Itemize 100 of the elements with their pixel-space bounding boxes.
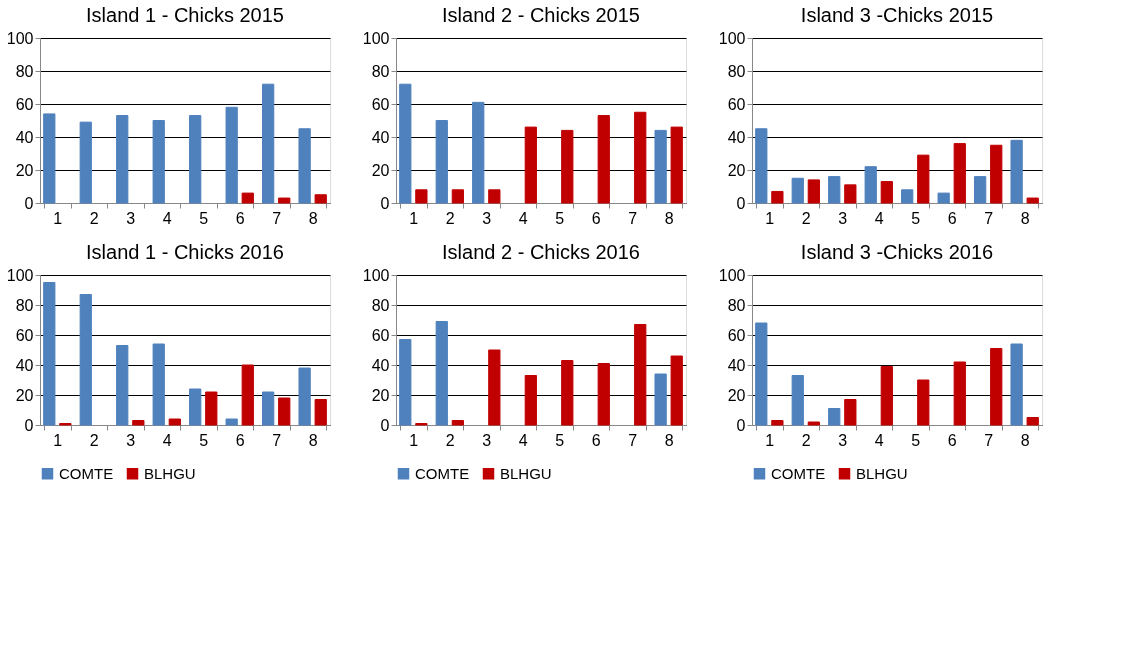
- x-tick-label: 5: [555, 431, 565, 449]
- bar: [1026, 197, 1039, 204]
- x-tick-label: 4: [874, 431, 884, 449]
- bar: [152, 343, 165, 426]
- y-tick-label: 0: [380, 194, 390, 212]
- bar: [597, 363, 610, 426]
- bar: [771, 420, 784, 426]
- bar: [901, 189, 914, 204]
- bar: [755, 128, 768, 204]
- bar: [314, 399, 327, 426]
- chart-title: Island 3 -Chicks 2016: [800, 241, 994, 263]
- bar: [43, 113, 56, 204]
- x-tick-label: 8: [308, 209, 318, 227]
- bar: [828, 176, 841, 204]
- chart-title: Island 2 - Chicks 2015: [442, 4, 640, 26]
- bar: [189, 115, 202, 204]
- y-tick-label: 100: [6, 266, 34, 284]
- y-tick-label: 0: [736, 194, 746, 212]
- bar: [314, 194, 327, 204]
- x-tick-label: 7: [272, 209, 282, 227]
- x-tick-label: 8: [664, 431, 674, 449]
- bar: [937, 192, 950, 204]
- y-tick-label: 100: [718, 29, 746, 47]
- bar: [488, 349, 501, 426]
- y-tick-label: 20: [727, 386, 746, 404]
- x-tick-label: 3: [126, 209, 136, 227]
- y-tick-label: 20: [727, 161, 746, 179]
- bar: [844, 184, 857, 204]
- bar: [755, 322, 768, 426]
- bar: [241, 192, 254, 204]
- bar: [189, 388, 202, 426]
- x-tick-label: 5: [911, 431, 921, 449]
- y-tick-label: 80: [727, 62, 746, 80]
- bar: [132, 420, 145, 426]
- x-tick-label: 6: [947, 209, 957, 227]
- y-tick-label: 100: [362, 266, 390, 284]
- bar: [116, 345, 129, 426]
- x-tick-label: 8: [1020, 431, 1030, 449]
- y-tick-label: 100: [6, 29, 34, 47]
- x-tick-label: 4: [874, 209, 884, 227]
- bar: [524, 375, 537, 426]
- x-tick-label: 1: [765, 431, 775, 449]
- y-tick-label: 0: [736, 416, 746, 434]
- x-tick-label: 3: [482, 209, 492, 227]
- x-tick-label: 7: [272, 431, 282, 449]
- y-tick-label: 100: [362, 29, 390, 47]
- x-tick-label: 1: [53, 209, 63, 227]
- bar: [152, 120, 165, 204]
- legend-label: COMTE: [415, 464, 470, 482]
- bar: [634, 324, 647, 426]
- x-tick-label: 2: [801, 209, 811, 227]
- y-tick-label: 40: [727, 356, 746, 374]
- bar: [953, 361, 966, 426]
- bar: [225, 106, 238, 204]
- bar: [561, 360, 574, 426]
- x-tick-label: 3: [482, 431, 492, 449]
- x-tick-label: 6: [591, 209, 601, 227]
- bar: [561, 129, 574, 204]
- x-tick-label: 7: [984, 209, 994, 227]
- legend-label: BLHGU: [500, 464, 552, 482]
- x-tick-label: 2: [445, 431, 455, 449]
- x-tick-label: 4: [162, 209, 172, 227]
- bar: [241, 364, 254, 426]
- legend-label: COMTE: [59, 464, 114, 482]
- bar: [654, 129, 667, 204]
- y-tick-label: 40: [727, 128, 746, 146]
- y-tick-label: 20: [371, 161, 390, 179]
- bar: [399, 339, 412, 426]
- y-tick-label: 60: [727, 95, 746, 113]
- bar: [1010, 343, 1023, 426]
- bar: [807, 179, 820, 204]
- x-tick-label: 5: [199, 209, 209, 227]
- x-tick-label: 5: [911, 209, 921, 227]
- bar: [435, 120, 448, 204]
- y-tick-label: 80: [371, 62, 390, 80]
- bar: [43, 282, 56, 426]
- bar: [654, 373, 667, 426]
- bar: [205, 391, 218, 426]
- bar: [990, 348, 1003, 426]
- bar: [828, 408, 841, 426]
- bar: [415, 189, 428, 204]
- bar: [116, 115, 129, 204]
- x-tick-label: 6: [947, 431, 957, 449]
- y-tick-label: 80: [15, 62, 34, 80]
- chart-title: Island 2 - Chicks 2016: [442, 241, 640, 263]
- bar: [79, 121, 92, 204]
- x-tick-label: 7: [628, 209, 638, 227]
- x-tick-label: 8: [664, 209, 674, 227]
- x-tick-label: 2: [801, 431, 811, 449]
- legend-label: COMTE: [771, 464, 826, 482]
- x-tick-label: 7: [628, 431, 638, 449]
- bar: [634, 111, 647, 204]
- y-tick-label: 60: [371, 326, 390, 344]
- bar: [917, 154, 930, 204]
- y-tick-label: 40: [371, 128, 390, 146]
- chart-title: Island 1 - Chicks 2016: [86, 241, 284, 263]
- x-tick-label: 8: [308, 431, 318, 449]
- x-tick-label: 3: [126, 431, 136, 449]
- bar: [771, 190, 784, 204]
- bar: [278, 397, 291, 426]
